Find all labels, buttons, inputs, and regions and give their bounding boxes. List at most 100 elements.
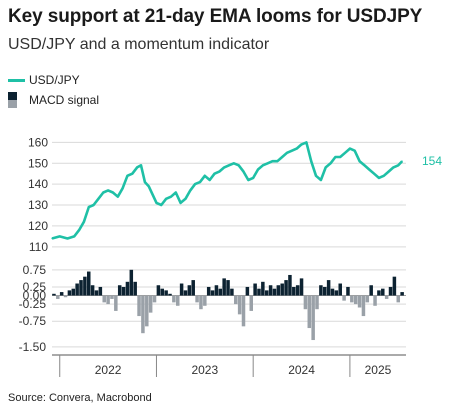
x-tick-label: 2025 <box>365 363 392 377</box>
macd-bar <box>268 285 273 296</box>
macd-bar <box>307 295 312 329</box>
bottom-panel-y-ticks: 0.75 0.250.00-0.25 -0.75 -1.50 <box>19 263 47 354</box>
macd-bar <box>392 276 397 296</box>
usdjpy-point <box>363 164 366 166</box>
macd-bar <box>106 295 110 305</box>
usdjpy-point <box>122 187 124 189</box>
usdjpy-point <box>315 175 317 177</box>
macd-bar <box>222 278 226 296</box>
usdjpy-point <box>329 162 332 164</box>
macd-bar <box>338 283 342 296</box>
chart-subtitle: USD/JPY and a momentum indicator <box>8 36 270 53</box>
usdjpy-point <box>286 152 288 154</box>
macd-bar <box>79 280 83 296</box>
macd-bar <box>264 290 269 296</box>
usdjpy-point <box>325 166 327 169</box>
usdjpy-point <box>204 175 206 177</box>
usdjpy-point <box>180 202 182 204</box>
macd-bar <box>346 286 350 296</box>
macd-bar <box>63 295 68 298</box>
macd-bar <box>121 286 126 296</box>
usdjpy-point <box>126 175 129 177</box>
macd-bar <box>292 286 296 296</box>
macd-bar <box>52 293 56 296</box>
macd-bar <box>288 274 292 296</box>
usdjpy-point <box>151 193 154 196</box>
macd-bar <box>350 295 354 303</box>
macd-bar <box>168 293 172 296</box>
usdjpy-point <box>257 168 259 171</box>
usdjpy-point <box>354 150 356 152</box>
usdjpy-point <box>242 171 245 173</box>
usdjpy-point <box>213 173 216 175</box>
top-y-tick-label: 110 <box>29 240 48 254</box>
macd-bar <box>342 295 346 301</box>
usdjpy-end-label: 154 <box>422 154 442 168</box>
macd-bar <box>145 295 149 327</box>
macd-bar <box>172 295 176 303</box>
usdjpy-point <box>310 160 312 162</box>
usdjpy-point <box>300 143 303 146</box>
macd-bar <box>175 295 180 306</box>
usdjpy-point <box>140 164 142 166</box>
macd-bar <box>361 295 366 317</box>
macd-bar <box>384 295 389 299</box>
macd-bar <box>295 285 300 296</box>
macd-bar <box>218 288 223 296</box>
macd-bar <box>276 285 281 296</box>
macd-bar <box>280 283 284 296</box>
usdjpy-point <box>73 235 75 237</box>
macd-bar <box>299 278 304 296</box>
legend-item-macd: MACD signal <box>8 90 99 110</box>
usdjpy-point <box>252 177 254 179</box>
usdjpy-point <box>281 156 283 158</box>
usdjpy-point <box>189 189 191 192</box>
top-y-tick-label: 160 <box>28 135 48 149</box>
x-tick-label: 2023 <box>191 363 218 377</box>
macd-bar <box>156 285 161 296</box>
macd-bar <box>369 285 373 296</box>
macd-bar <box>284 280 288 296</box>
bottom-y-tick-label: -0.25 <box>19 297 47 311</box>
top-panel-grid <box>52 141 406 248</box>
usdjpy-point <box>291 150 293 152</box>
macd-bar <box>323 286 327 296</box>
macd-bar <box>98 286 103 296</box>
top-y-tick-label: 120 <box>28 219 48 233</box>
usdjpy-point <box>165 198 167 200</box>
bottom-y-tick-label: 0.25 <box>23 280 47 294</box>
legend-swatch-line <box>8 78 25 82</box>
macd-bar <box>237 295 242 315</box>
usdjpy-point <box>228 164 230 166</box>
usdjpy-point <box>155 202 158 204</box>
usdjpy-line <box>51 141 404 240</box>
usdjpy-point <box>148 185 150 187</box>
macd-bar <box>326 280 331 296</box>
usdjpy-point <box>344 152 346 154</box>
macd-bar <box>230 288 234 296</box>
macd-bar <box>160 288 165 296</box>
usdjpy-point <box>383 175 385 177</box>
usdjpy-point <box>358 160 361 162</box>
usdjpy-point <box>107 189 109 192</box>
usdjpy-point <box>144 181 146 183</box>
usdjpy-point <box>334 156 336 158</box>
usdjpy-point <box>397 164 399 166</box>
legend: USD/JPY MACD signal <box>8 70 99 110</box>
usdjpy-point <box>117 196 119 198</box>
macd-bar <box>71 288 76 296</box>
usdjpy-point <box>401 160 403 162</box>
bottom-panel-bars <box>52 269 404 341</box>
macd-bar <box>187 285 192 296</box>
usdjpy-point <box>271 160 274 162</box>
macd-bar <box>179 283 184 296</box>
macd-bar <box>381 288 385 296</box>
usdjpy-point <box>305 141 307 143</box>
x-tick-label: 2024 <box>288 363 315 377</box>
source-note: Source: Convera, Macrobond <box>8 392 152 404</box>
macd-bar <box>203 295 207 306</box>
macd-bar <box>117 285 122 296</box>
macd-bar <box>319 285 323 296</box>
usdjpy-point <box>59 235 61 237</box>
